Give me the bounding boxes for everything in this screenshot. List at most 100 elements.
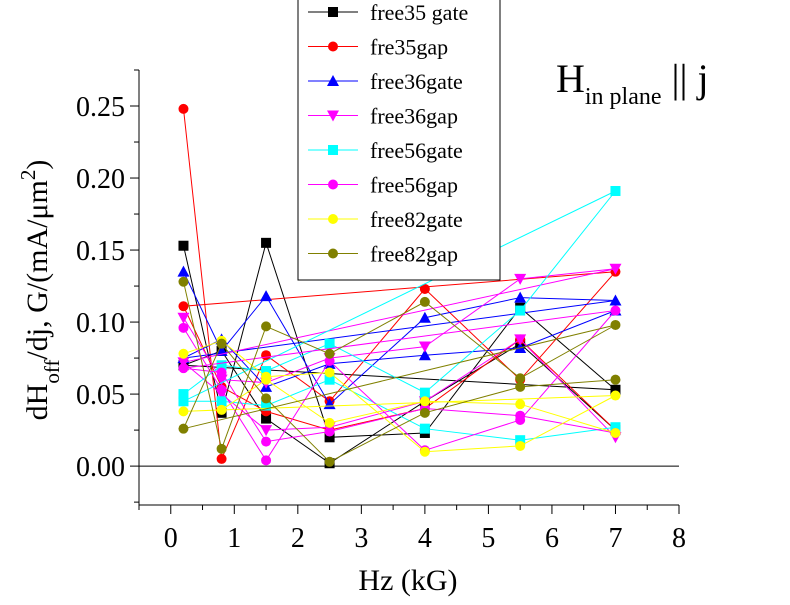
annotation-sub: in plane: [585, 84, 662, 110]
legend-label: fre35gap: [370, 35, 448, 60]
data-point: [216, 338, 227, 349]
data-point: [515, 373, 526, 384]
data-point: [419, 407, 430, 418]
series-7: [178, 335, 621, 457]
y-axis-title-sup: 2: [16, 170, 40, 181]
data-point: [178, 396, 189, 407]
data-point: [418, 341, 431, 353]
data-point: [515, 435, 526, 446]
data-point: [178, 103, 189, 114]
x-tick-label: 7: [608, 523, 622, 554]
data-point: [610, 384, 621, 395]
data-point: [216, 443, 227, 454]
y-tick-label: 0.10: [76, 308, 125, 339]
x-tick-label: 2: [291, 523, 305, 554]
annotation-main: H: [556, 56, 585, 101]
data-point: [324, 374, 335, 385]
series-line: [182, 281, 616, 463]
annotation-end: || j: [662, 56, 709, 101]
x-tick-label: 4: [418, 523, 432, 554]
legend-marker: [328, 179, 338, 190]
data-point: [178, 423, 189, 434]
data-point: [178, 363, 189, 374]
x-axis-title: Hz (kG): [358, 564, 457, 597]
legend-label: free56gap: [370, 173, 458, 198]
data-point: [178, 322, 189, 333]
data-point: [260, 425, 273, 437]
data-point: [216, 360, 227, 371]
data-point: [515, 410, 526, 421]
data-point: [261, 366, 272, 377]
y-axis-title-sub: off: [40, 360, 64, 384]
data-point: [324, 355, 335, 366]
data-point: [609, 263, 622, 275]
legend-marker: [327, 110, 339, 122]
data-point: [610, 374, 621, 385]
data-point: [261, 374, 272, 385]
x-tick-label: 8: [672, 523, 686, 554]
data-point: [178, 240, 189, 251]
y-tick-label: 0.05: [76, 380, 125, 411]
data-point: [418, 349, 431, 361]
legend-label: free82gap: [370, 242, 458, 267]
data-point: [419, 396, 430, 407]
x-tick-label: 1: [227, 523, 241, 554]
data-point: [216, 367, 227, 378]
legend-marker: [327, 75, 339, 86]
legend-label: free82gate: [370, 207, 463, 232]
data-point: [610, 390, 621, 401]
data-point: [514, 334, 527, 346]
data-point: [324, 432, 335, 443]
y-axis-title: dHoff/dj, G/(mA/μm2): [16, 160, 64, 421]
data-point: [610, 427, 621, 438]
legend-label: free36gap: [370, 104, 458, 129]
series-line: [183, 309, 617, 462]
data-point: [216, 384, 227, 395]
data-point: [515, 381, 526, 392]
data-point: [260, 290, 273, 302]
legend-label: free56gate: [370, 138, 463, 163]
y-tick-label: 0.20: [76, 164, 125, 195]
data-point: [324, 417, 335, 428]
data-point: [324, 456, 335, 467]
data-point: [178, 406, 189, 417]
x-tick-label: 3: [354, 523, 368, 554]
data-point: [610, 185, 621, 196]
data-point: [324, 338, 335, 349]
data-point: [178, 276, 189, 287]
x-tick-label: 5: [481, 523, 495, 554]
data-point: [261, 321, 272, 332]
x-axis-ticks: 0 1 2 3 4 5 6 7 8: [138, 505, 686, 554]
legend-marker: [328, 7, 338, 17]
data-point: [419, 387, 430, 398]
data-point: [178, 348, 189, 359]
data-point: [177, 312, 190, 324]
series-line: [183, 340, 616, 453]
data-point: [216, 396, 227, 407]
data-point: [216, 404, 227, 415]
data-point: [324, 367, 335, 378]
y-axis-title-end: ): [21, 160, 54, 170]
data-point: [261, 436, 272, 447]
data-point: [177, 265, 190, 277]
legend-marker: [328, 145, 338, 155]
data-point: [419, 446, 430, 457]
data-point: [610, 305, 621, 316]
data-point: [178, 389, 189, 400]
data-point: [418, 311, 431, 323]
series-8: [178, 276, 621, 467]
y-axis-title-mid: /dj, G/(mA/μm: [21, 180, 54, 359]
data-point: [261, 237, 272, 248]
data-point: [610, 422, 621, 433]
legend-marker: [328, 214, 338, 224]
y-axis-ticks: 0.00 0.05 0.10 0.15 0.20 0.25: [76, 69, 139, 503]
data-point: [178, 301, 189, 312]
data-point: [515, 440, 526, 451]
legend-label: free36gate: [370, 69, 463, 94]
data-point: [324, 348, 335, 359]
data-point: [216, 453, 227, 464]
data-point: [261, 350, 272, 361]
data-point: [609, 294, 622, 306]
x-tick-label: 6: [545, 523, 559, 554]
data-point: [177, 357, 190, 369]
